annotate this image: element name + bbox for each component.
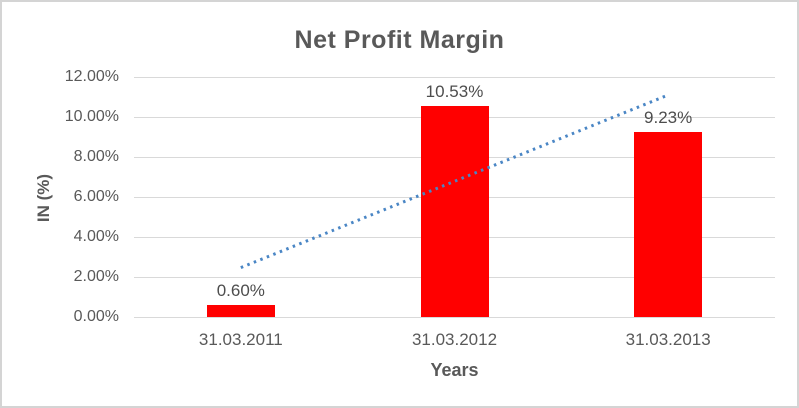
value-label-0: 0.60% (216, 281, 265, 300)
y-tick-label-5: 2.00% (73, 268, 119, 285)
x-axis-title: Years (430, 360, 479, 380)
bar-31.03.2013 (634, 132, 703, 317)
y-tick-label-6: 0.00% (73, 308, 119, 325)
y-tick-label-1: 10.00% (64, 108, 119, 125)
category-label-1: 31.03.2012 (411, 330, 498, 349)
y-tick-label-2: 8.00% (73, 148, 119, 165)
bar-31.03.2011 (206, 305, 275, 317)
value-label-1: 10.53% (425, 82, 484, 102)
chart-title: Net Profit Margin (294, 26, 505, 54)
category-label-0: 31.03.2011 (198, 330, 283, 349)
value-label-2: 9.23% (644, 108, 693, 128)
gridline-12 (134, 76, 775, 78)
y-tick-label-3: 6.00% (73, 188, 119, 205)
y-tick-label-0: 12.00% (64, 68, 119, 85)
category-label-2: 31.03.2013 (625, 330, 711, 349)
bar-31.03.2012 (420, 106, 489, 317)
gridline-0 (134, 316, 775, 318)
y-tick-label-4: 4.00% (73, 228, 119, 245)
